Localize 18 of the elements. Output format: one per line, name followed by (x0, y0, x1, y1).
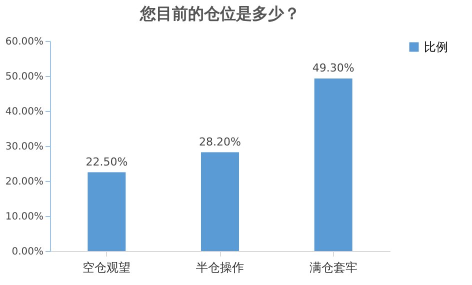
x-tick-label: 空仓观望 (82, 260, 131, 274)
chart-title: 您目前的仓位是多少？ (139, 4, 300, 23)
y-tick-label: 30.00% (5, 142, 44, 152)
y-tick-label: 60.00% (5, 36, 44, 48)
bar (314, 78, 352, 251)
bar (201, 152, 239, 251)
y-tick-label: 40.00% (5, 106, 44, 118)
text: 49.30% (312, 61, 354, 74)
x-tick-label: 满仓套牢 (309, 260, 358, 274)
text: 22.50% (86, 155, 128, 168)
text: 28.20% (199, 135, 241, 148)
bar (88, 172, 126, 251)
y-tick-label: 20.00% (5, 176, 44, 188)
y-tick-label: 0.00% (12, 246, 44, 258)
legend-label: 比例 (424, 40, 448, 54)
y-tick-label: 10.00% (5, 212, 44, 222)
y-tick-label: 50.00% (5, 72, 44, 82)
x-tick-label: 半仓操作 (196, 260, 244, 274)
